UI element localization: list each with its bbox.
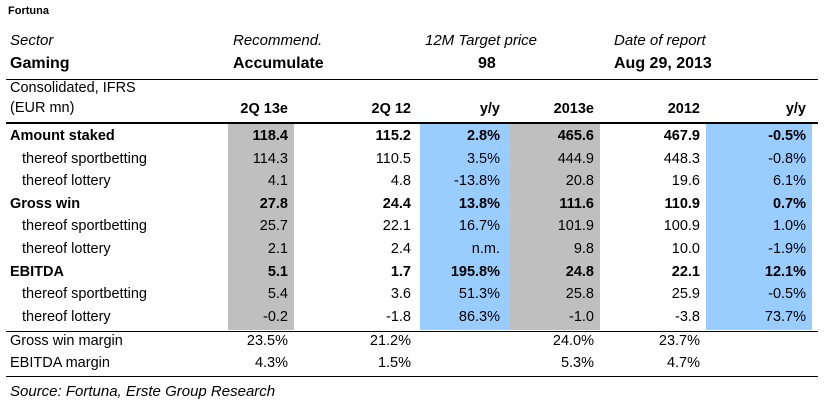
table-cell: 12.1%	[764, 263, 806, 280]
table-cell: 101.9	[557, 218, 594, 235]
date-value: Aug 29, 2013	[614, 55, 712, 72]
table-cell: 24.4	[382, 195, 411, 212]
column-header: 2Q 12	[371, 101, 412, 117]
table-cell: -0.8%	[768, 150, 806, 167]
table-cell: -0.2	[263, 308, 288, 325]
table-cell: 2.1	[267, 241, 288, 257]
table-cell: 10.0	[671, 241, 700, 257]
target-price-label: 12M Target price	[425, 32, 538, 49]
sector-label: Sector	[10, 32, 54, 49]
margin-cell: 23.7%	[658, 333, 700, 349]
table-cell: -3.8	[675, 308, 700, 325]
target-price-value: 98	[478, 55, 496, 72]
table-cell: -1.8	[386, 308, 411, 325]
table-header-line2: (EUR mn)	[10, 100, 75, 116]
shade-col-2013e	[510, 124, 600, 330]
table-cell: 114.3	[252, 150, 288, 167]
company-name: Fortuna	[8, 5, 49, 17]
table-cell: 4.8	[390, 173, 411, 190]
table-cell: -13.8%	[454, 173, 500, 190]
table-cell: -1.0	[569, 308, 594, 325]
column-header: 2012	[667, 101, 700, 117]
table-cell: 73.7%	[764, 308, 806, 325]
margin-row-label: EBITDA margin	[10, 355, 110, 371]
margin-divider	[6, 331, 818, 332]
table-cell: 22.1	[382, 218, 411, 235]
margin-row-label: Gross win margin	[10, 333, 123, 349]
margin-cell: 23.5%	[246, 333, 288, 349]
row-label: Gross win	[10, 195, 81, 212]
table-cell: 20.8	[565, 173, 594, 190]
table-cell: 2.8%	[466, 128, 500, 144]
table-cell: 1.7	[390, 263, 411, 280]
margin-cell: 5.3%	[560, 355, 594, 371]
header-divider	[6, 122, 818, 124]
table-cell: 465.6	[557, 128, 594, 144]
table-cell: 16.7%	[458, 218, 500, 235]
table-cell: 25.8	[565, 286, 594, 303]
date-label: Date of report	[614, 32, 706, 49]
table-cell: 86.3%	[458, 308, 500, 325]
shade-col-yy-year	[706, 124, 812, 330]
table-cell: 5.1	[267, 263, 288, 280]
sector-value: Gaming	[10, 55, 70, 72]
margin-cell: 1.5%	[377, 355, 411, 371]
table-cell: 4.1	[267, 173, 288, 190]
column-header: y/y	[785, 101, 806, 117]
table-cell: 5.4	[267, 286, 288, 303]
table-cell: 25.7	[259, 218, 288, 235]
column-header: y/y	[479, 101, 500, 117]
source-note: Source: Fortuna, Erste Group Research	[10, 383, 276, 400]
table-cell: 448.3	[663, 150, 700, 167]
table-cell: 9.8	[573, 241, 594, 257]
margin-cell: 21.2%	[369, 333, 411, 349]
column-header: 2Q 13e	[240, 101, 288, 117]
table-cell: 3.5%	[466, 150, 500, 167]
table-cell: 22.1	[671, 263, 700, 280]
table-cell: 3.6	[390, 286, 411, 303]
table-cell: -0.5%	[768, 286, 806, 303]
margin-cell: 4.3%	[254, 355, 288, 371]
recommend-value: Accumulate	[233, 55, 324, 72]
table-cell: n.m.	[471, 241, 500, 257]
row-label: thereof sportbetting	[22, 150, 147, 167]
margin-cell: 24.0%	[552, 333, 594, 349]
row-label: thereof sportbetting	[22, 286, 147, 303]
row-label: thereof lottery	[22, 241, 111, 257]
meta-divider	[6, 79, 818, 80]
column-header: 2013e	[553, 101, 594, 117]
table-cell: 118.4	[252, 128, 289, 144]
table-cell: 6.1%	[772, 173, 806, 190]
table-cell: 100.9	[663, 218, 700, 235]
table-cell: -1.9%	[768, 241, 806, 257]
table-cell: -0.5%	[768, 128, 806, 144]
table-cell: 444.9	[557, 150, 594, 167]
shade-col-yy-quarter	[420, 124, 510, 330]
table-cell: 115.2	[375, 128, 412, 144]
shade-col-2q13e	[228, 124, 294, 330]
margin-cell: 4.7%	[666, 355, 700, 371]
recommend-label: Recommend.	[233, 32, 323, 49]
table-cell: 27.8	[259, 195, 288, 212]
row-label: EBITDA	[10, 263, 64, 280]
table-cell: 2.4	[390, 241, 411, 257]
table-cell: 195.8%	[450, 263, 500, 280]
row-label: thereof lottery	[22, 308, 111, 325]
table-cell: 1.0%	[772, 218, 806, 235]
row-label: thereof lottery	[22, 173, 111, 190]
table-cell: 111.6	[559, 195, 594, 212]
table-cell: 467.9	[663, 128, 700, 144]
table-cell: 0.7%	[772, 195, 806, 212]
table-cell: 110.9	[664, 195, 701, 212]
table-cell: 24.8	[565, 263, 594, 280]
bottom-divider	[6, 376, 818, 377]
table-cell: 13.8%	[458, 195, 500, 212]
row-label: thereof sportbetting	[22, 218, 147, 235]
table-cell: 25.9	[671, 286, 700, 303]
table-cell: 51.3%	[458, 286, 500, 303]
table-cell: 19.6	[671, 173, 700, 190]
row-label: Amount staked	[10, 128, 115, 144]
table-cell: 110.5	[375, 150, 411, 167]
table-header-line1: Consolidated, IFRS	[10, 80, 136, 96]
